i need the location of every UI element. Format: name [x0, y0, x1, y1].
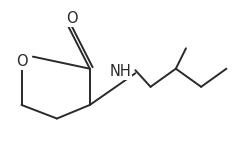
Text: O: O [66, 11, 78, 26]
Text: NH: NH [109, 64, 131, 79]
Text: O: O [16, 54, 27, 69]
